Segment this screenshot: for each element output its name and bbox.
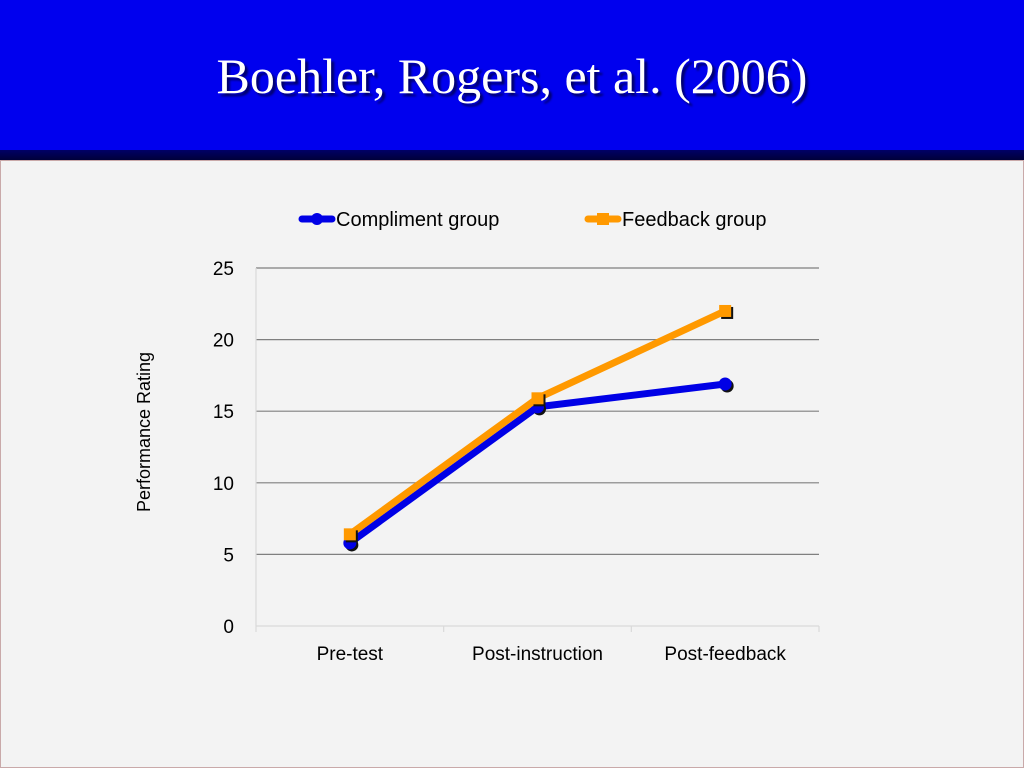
y-tick-label: 10: [213, 474, 234, 495]
axis-layer: 0 5 10 15 20 25 Pre-test Post-instruction Post-f…: [213, 259, 820, 665]
y-tick-label: 25: [213, 259, 234, 280]
legend-swatch-marker: [597, 213, 609, 225]
legend-label: Feedback group: [622, 209, 767, 231]
x-tick-label: Pre-test: [317, 644, 384, 665]
y-tick-label: 0: [223, 617, 234, 638]
legend-swatch-marker: [311, 213, 323, 225]
chart-panel: [0, 160, 1024, 768]
data-point: [719, 304, 732, 317]
series-layer: [343, 304, 734, 552]
data-point: [343, 528, 356, 541]
x-tick-label: Post-feedback: [664, 644, 786, 665]
y-tick-label: 15: [213, 402, 234, 423]
slide-title: Boehler, Rogers, et al. (2006): [216, 48, 808, 104]
header-shadow-band: [0, 150, 1024, 160]
slide-header: [0, 0, 1024, 150]
legend-label: Compliment group: [336, 209, 499, 231]
y-tick-label: 20: [213, 331, 234, 352]
y-axis-title: Performance Rating: [134, 352, 154, 512]
y-tick-label: 5: [223, 545, 234, 566]
legend: Compliment group Feedback group: [298, 209, 767, 231]
data-point: [718, 377, 732, 391]
x-tick-label: Post-instruction: [472, 644, 603, 665]
data-point: [531, 392, 544, 405]
